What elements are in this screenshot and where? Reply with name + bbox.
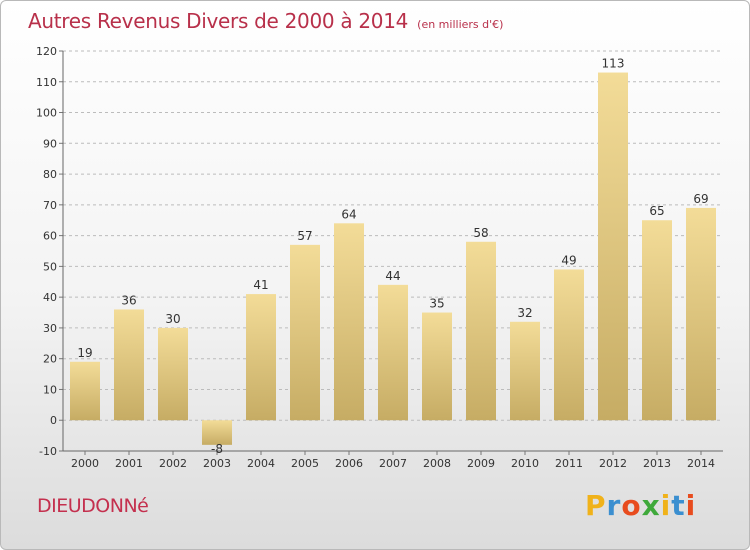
data-label: 32 xyxy=(517,306,532,320)
data-label: 36 xyxy=(121,293,136,307)
y-tick-label: 50 xyxy=(43,260,57,273)
y-tick-label: 80 xyxy=(43,168,57,181)
y-tick-label: 70 xyxy=(43,199,57,212)
bar xyxy=(466,241,496,421)
data-label: 41 xyxy=(253,278,268,292)
chart-subtitle: (en milliers d'€) xyxy=(417,18,504,31)
data-label: -8 xyxy=(211,442,223,456)
data-label: 49 xyxy=(561,253,576,267)
x-tick-label: 2002 xyxy=(159,457,187,470)
data-label: 69 xyxy=(693,192,708,206)
y-tick-label: 60 xyxy=(43,230,57,243)
bar xyxy=(598,72,628,421)
chart-title-block: Autres Revenus Divers de 2000 à 2014 (en… xyxy=(28,9,503,33)
x-tick-label: 2008 xyxy=(423,457,451,470)
data-label: 58 xyxy=(473,226,488,240)
bar xyxy=(422,312,452,421)
proxiti-logo: Proxiti xyxy=(585,489,696,522)
bar xyxy=(158,327,188,421)
y-tick-label: 120 xyxy=(36,45,57,58)
data-label: 57 xyxy=(297,229,312,243)
commune-name: DIEUDONNé xyxy=(37,495,149,517)
x-tick-label: 2010 xyxy=(511,457,539,470)
y-tick-label: -10 xyxy=(39,445,57,458)
bar xyxy=(510,321,540,421)
data-label: 30 xyxy=(165,312,180,326)
x-tick-label: 2001 xyxy=(115,457,143,470)
data-label: 113 xyxy=(602,57,625,71)
bar xyxy=(378,284,408,421)
logo-letter: i xyxy=(685,489,697,522)
logo-letter: r xyxy=(606,489,622,522)
y-tick-label: 40 xyxy=(43,291,57,304)
y-tick-label: 20 xyxy=(43,353,57,366)
bar xyxy=(114,309,144,421)
x-tick-label: 2011 xyxy=(555,457,583,470)
y-tick-label: 100 xyxy=(36,107,57,120)
logo-letter: i xyxy=(660,489,672,522)
bar xyxy=(642,220,672,421)
x-tick-label: 2007 xyxy=(379,457,407,470)
logo-letter: x xyxy=(641,489,661,522)
data-label: 64 xyxy=(341,207,356,221)
bar xyxy=(70,361,100,421)
y-tick-label: 0 xyxy=(50,414,57,427)
bar xyxy=(686,207,716,421)
x-tick-label: 2005 xyxy=(291,457,319,470)
x-tick-label: 2006 xyxy=(335,457,363,470)
data-label: 35 xyxy=(429,297,444,311)
x-tick-label: 2009 xyxy=(467,457,495,470)
x-tick-label: 2013 xyxy=(643,457,671,470)
y-tick-label: 10 xyxy=(43,383,57,396)
chart-title: Autres Revenus Divers de 2000 à 2014 xyxy=(28,9,409,33)
data-label: 44 xyxy=(385,269,400,283)
y-tick-label: 110 xyxy=(36,76,57,89)
y-tick-label: 30 xyxy=(43,322,57,335)
logo-letter: t xyxy=(671,489,686,522)
data-label: 65 xyxy=(649,204,664,218)
data-label: 19 xyxy=(77,346,92,360)
logo-letter: o xyxy=(621,489,642,522)
x-tick-label: 2014 xyxy=(687,457,715,470)
bar xyxy=(202,420,232,445)
x-tick-label: 2004 xyxy=(247,457,275,470)
x-tick-label: 2003 xyxy=(203,457,231,470)
x-tick-label: 2012 xyxy=(599,457,627,470)
y-tick-label: 90 xyxy=(43,137,57,150)
bar xyxy=(246,294,276,421)
bar xyxy=(554,269,584,421)
bar xyxy=(290,244,320,421)
bar xyxy=(334,223,364,421)
x-tick-label: 2000 xyxy=(71,457,99,470)
logo-letter: P xyxy=(585,489,607,522)
